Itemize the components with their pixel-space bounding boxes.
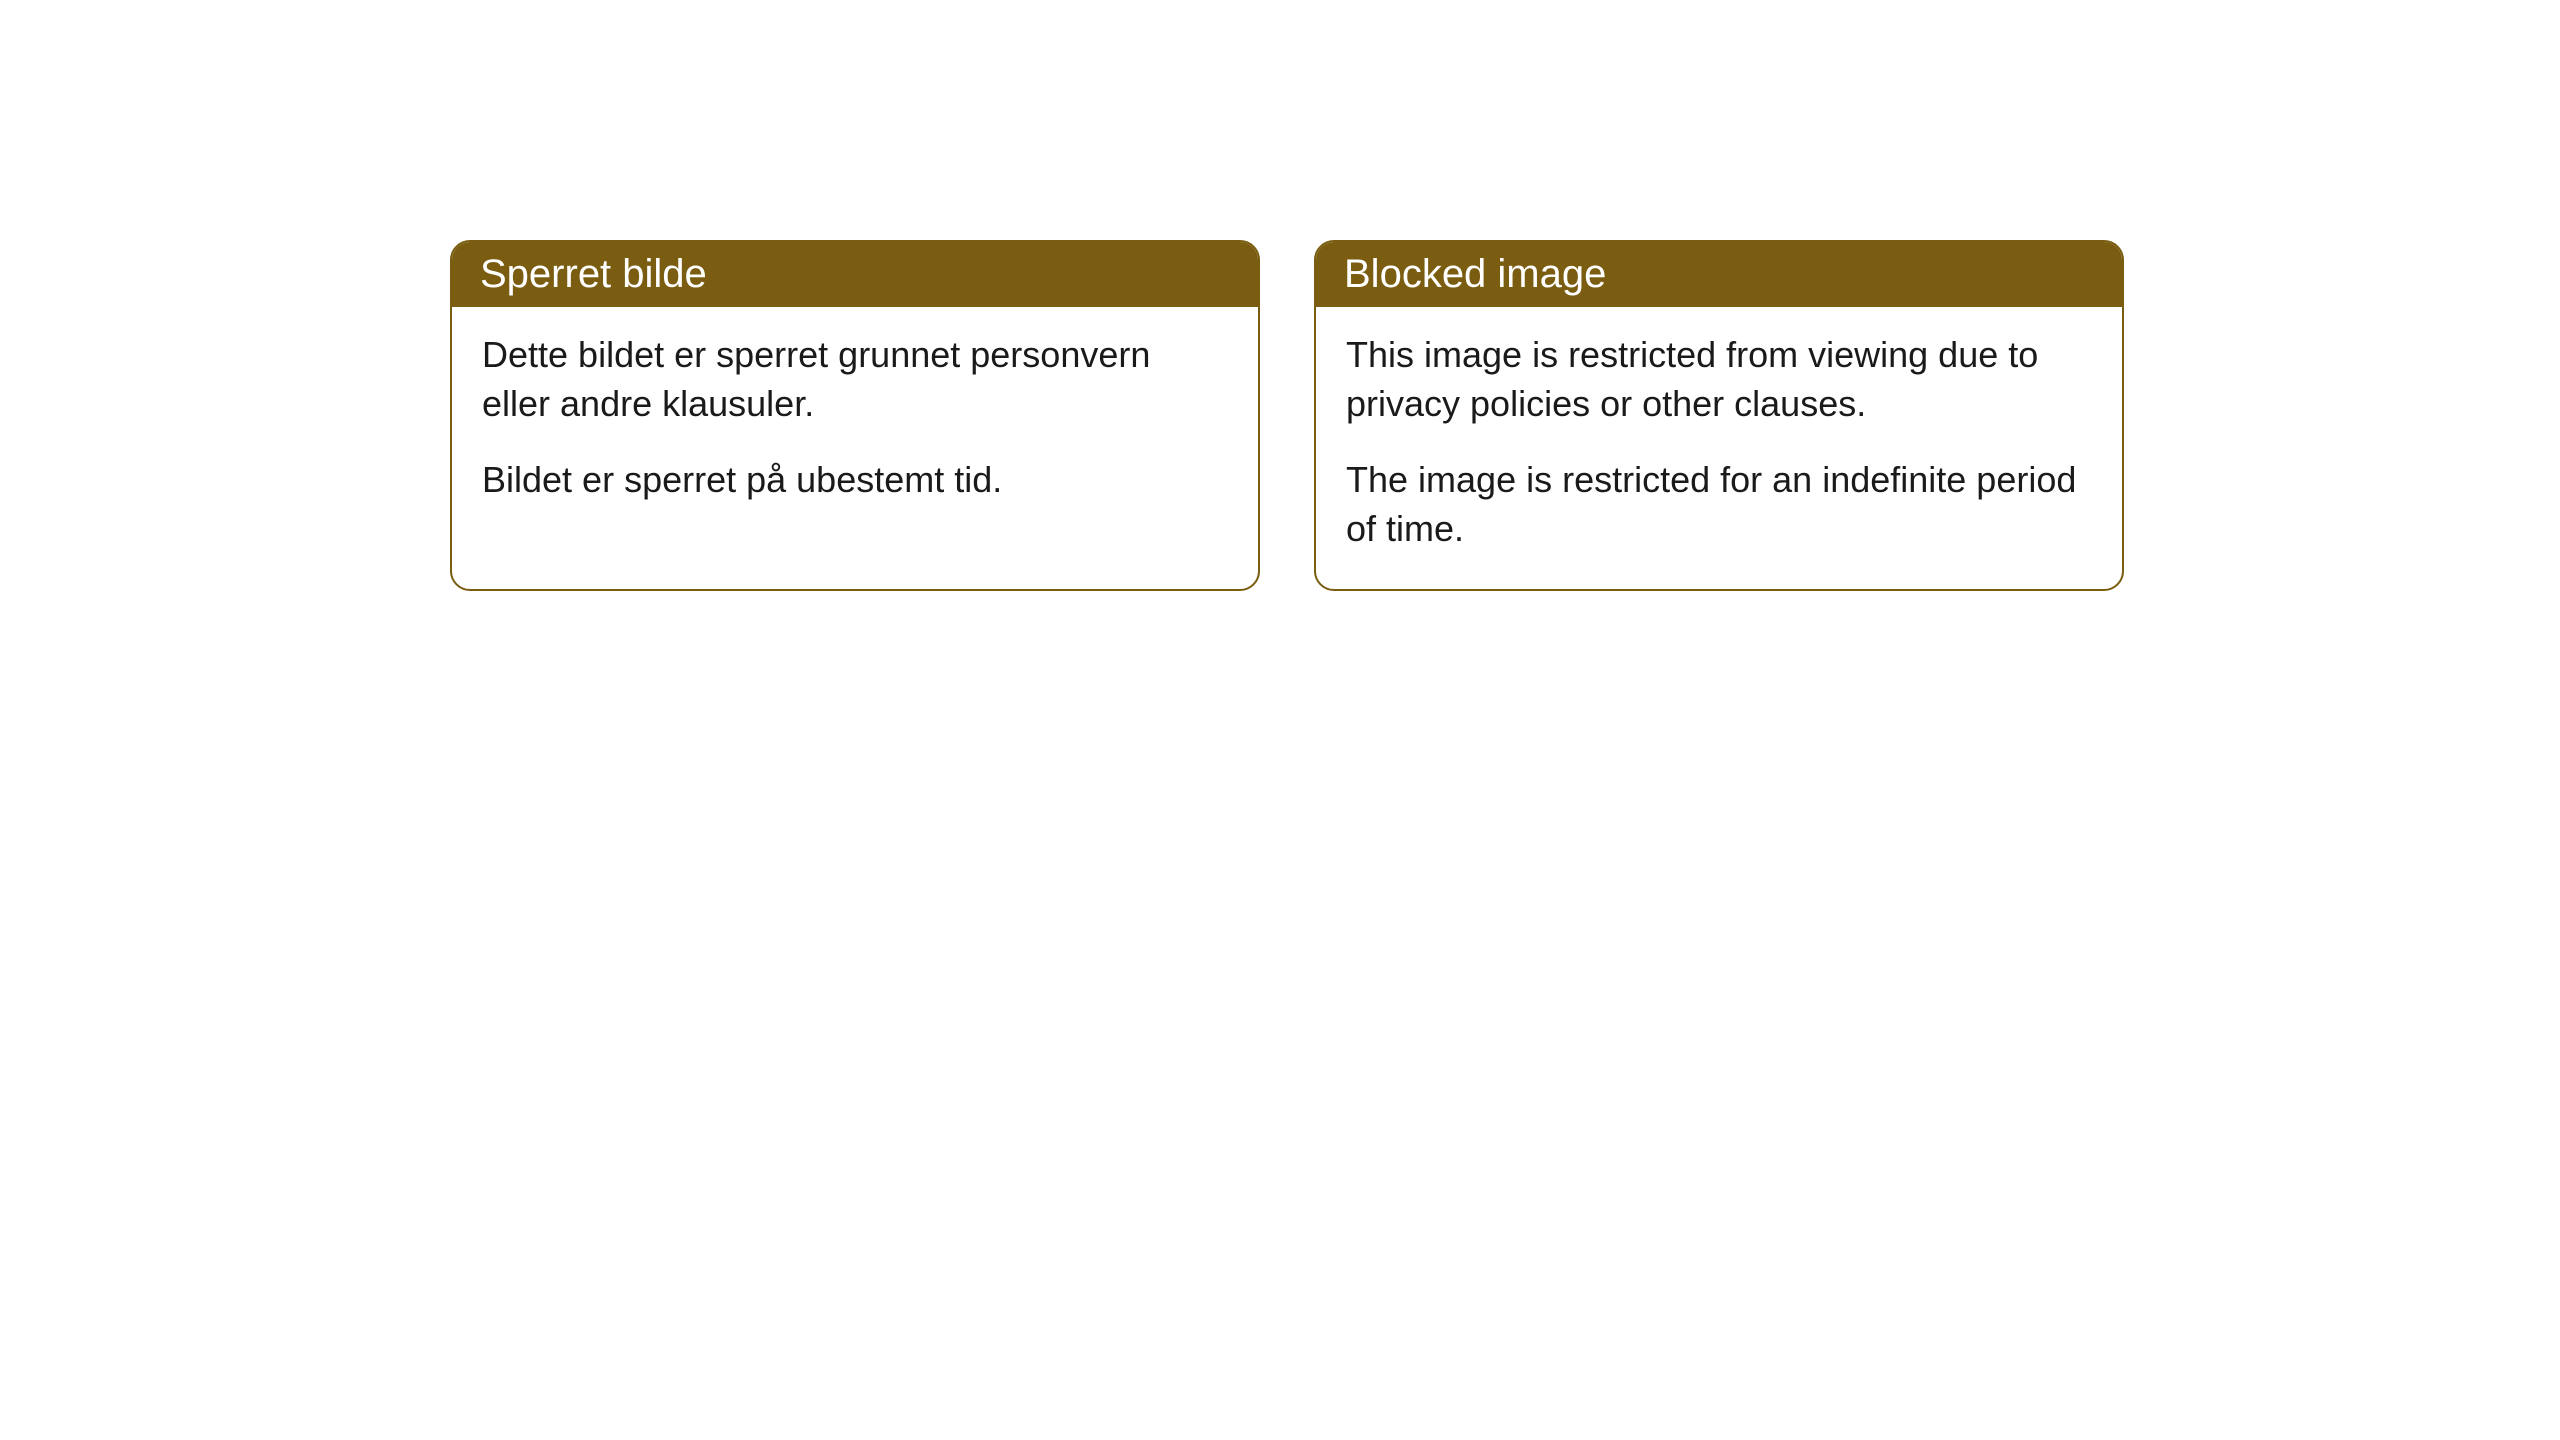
- card-paragraph: This image is restricted from viewing du…: [1346, 331, 2092, 428]
- blocked-image-card-norwegian: Sperret bilde Dette bildet er sperret gr…: [450, 240, 1260, 591]
- card-paragraph: Bildet er sperret på ubestemt tid.: [482, 456, 1228, 505]
- card-body: This image is restricted from viewing du…: [1316, 307, 2122, 589]
- card-paragraph: Dette bildet er sperret grunnet personve…: [482, 331, 1228, 428]
- card-title: Blocked image: [1316, 242, 2122, 307]
- cards-container: Sperret bilde Dette bildet er sperret gr…: [450, 240, 2124, 591]
- blocked-image-card-english: Blocked image This image is restricted f…: [1314, 240, 2124, 591]
- card-title: Sperret bilde: [452, 242, 1258, 307]
- card-paragraph: The image is restricted for an indefinit…: [1346, 456, 2092, 553]
- card-body: Dette bildet er sperret grunnet personve…: [452, 307, 1258, 541]
